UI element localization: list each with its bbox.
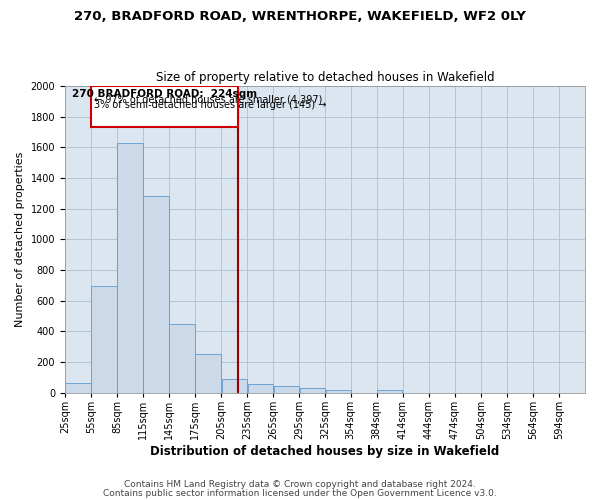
Bar (377, 390, 403, 392)
Bar (196, 354, 221, 393)
Text: Contains HM Land Registry data © Crown copyright and database right 2024.: Contains HM Land Registry data © Crown c… (124, 480, 476, 489)
X-axis label: Distribution of detached houses by size in Wakefield: Distribution of detached houses by size … (151, 444, 500, 458)
Text: 3% of semi-detached houses are larger (145) →: 3% of semi-detached houses are larger (1… (94, 100, 326, 110)
Bar (91, 86, 238, 126)
Bar (169, 324, 195, 392)
Bar (118, 143, 143, 392)
Text: 270 BRADFORD ROAD:  224sqm: 270 BRADFORD ROAD: 224sqm (72, 89, 257, 99)
Bar (274, 386, 299, 392)
Title: Size of property relative to detached houses in Wakefield: Size of property relative to detached ho… (155, 70, 494, 84)
Bar (65, 382, 91, 392)
Bar (221, 379, 247, 392)
Bar (326, 390, 351, 392)
Text: 270, BRADFORD ROAD, WRENTHORPE, WAKEFIELD, WF2 0LY: 270, BRADFORD ROAD, WRENTHORPE, WAKEFIEL… (74, 10, 526, 23)
Text: ← 97% of detached houses are smaller (4,397): ← 97% of detached houses are smaller (4,… (94, 94, 322, 104)
Bar (143, 196, 169, 392)
Text: Contains public sector information licensed under the Open Government Licence v3: Contains public sector information licen… (103, 489, 497, 498)
Y-axis label: Number of detached properties: Number of detached properties (15, 152, 25, 327)
Bar (248, 384, 273, 392)
Bar (299, 388, 325, 392)
Bar (91, 286, 116, 393)
